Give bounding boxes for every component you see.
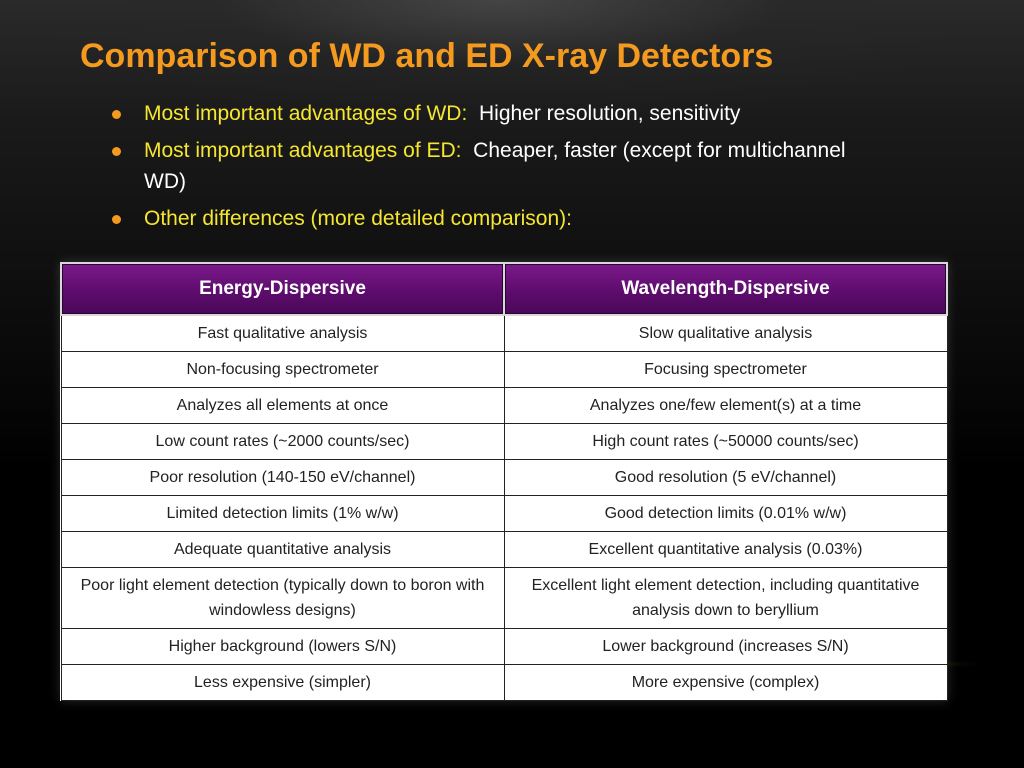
bullet-list: Most important advantages of WD: Higher … [108, 98, 888, 240]
table-row: Limited detection limits (1% w/w) Good d… [60, 495, 948, 532]
table-cell-ed: Poor resolution (140-150 eV/channel) [60, 459, 505, 496]
header-energy-dispersive: Energy-Dispersive [60, 262, 505, 316]
bullet-rest-text: Higher resolution, sensitivity [478, 102, 741, 125]
table-cell-wd: Good resolution (5 eV/channel) [503, 459, 948, 496]
bullet-rest-text: Cheaper, faster (except for multichannel… [144, 139, 846, 193]
bullet-item: Most important advantages of ED: Cheaper… [108, 135, 888, 197]
table-row: Less expensive (simpler) More expensive … [60, 664, 948, 701]
table-cell-wd: Analyzes one/few element(s) at a time [503, 387, 948, 424]
table-header-row: Energy-Dispersive Wavelength-Dispersive [60, 262, 948, 316]
table-cell-ed: Non-focusing spectrometer [60, 351, 505, 388]
table-row: Poor light element detection (typically … [60, 567, 948, 629]
table-cell-wd: More expensive (complex) [503, 664, 948, 701]
bullet-item: Most important advantages of WD: Higher … [108, 98, 888, 129]
comparison-table: Energy-Dispersive Wavelength-Dispersive … [60, 262, 948, 701]
bullet-lead-text: Most important advantages of ED: [144, 139, 462, 162]
bullet-dot-icon [112, 215, 121, 224]
table-cell-wd: Focusing spectrometer [503, 351, 948, 388]
table-cell-wd: Excellent light element detection, inclu… [503, 567, 948, 629]
table-cell-ed: Fast qualitative analysis [60, 314, 505, 352]
table-row: Poor resolution (140-150 eV/channel) Goo… [60, 459, 948, 496]
table-cell-wd: Excellent quantitative analysis (0.03%) [503, 531, 948, 568]
table-cell-wd: Good detection limits (0.01% w/w) [503, 495, 948, 532]
table-cell-ed: Adequate quantitative analysis [60, 531, 505, 568]
table-cell-wd: High count rates (~50000 counts/sec) [503, 423, 948, 460]
table-row: Low count rates (~2000 counts/sec) High … [60, 423, 948, 460]
bullet-dot-icon [112, 110, 121, 119]
table-row: Non-focusing spectrometer Focusing spect… [60, 351, 948, 388]
table-row: Adequate quantitative analysis Excellent… [60, 531, 948, 568]
table-cell-ed: Low count rates (~2000 counts/sec) [60, 423, 505, 460]
table-row: Higher background (lowers S/N) Lower bac… [60, 628, 948, 665]
table-cell-ed: Poor light element detection (typically … [60, 567, 505, 629]
table-cell-ed: Analyzes all elements at once [60, 387, 505, 424]
bullet-lead-text: Other differences (more detailed compari… [144, 207, 572, 230]
table-cell-wd: Lower background (increases S/N) [503, 628, 948, 665]
bullet-item: Other differences (more detailed compari… [108, 203, 888, 234]
header-wavelength-dispersive: Wavelength-Dispersive [503, 262, 948, 316]
table-cell-ed: Limited detection limits (1% w/w) [60, 495, 505, 532]
comparison-table-container: Energy-Dispersive Wavelength-Dispersive … [60, 262, 948, 701]
table-cell-wd: Slow qualitative analysis [503, 314, 948, 352]
bullet-dot-icon [112, 147, 121, 156]
bullet-lead-text: Most important advantages of WD: [144, 102, 468, 125]
slide-title: Comparison of WD and ED X-ray Detectors [80, 37, 774, 75]
table-row: Fast qualitative analysis Slow qualitati… [60, 314, 948, 352]
table-row: Analyzes all elements at once Analyzes o… [60, 387, 948, 424]
table-cell-ed: Less expensive (simpler) [60, 664, 505, 701]
table-cell-ed: Higher background (lowers S/N) [60, 628, 505, 665]
